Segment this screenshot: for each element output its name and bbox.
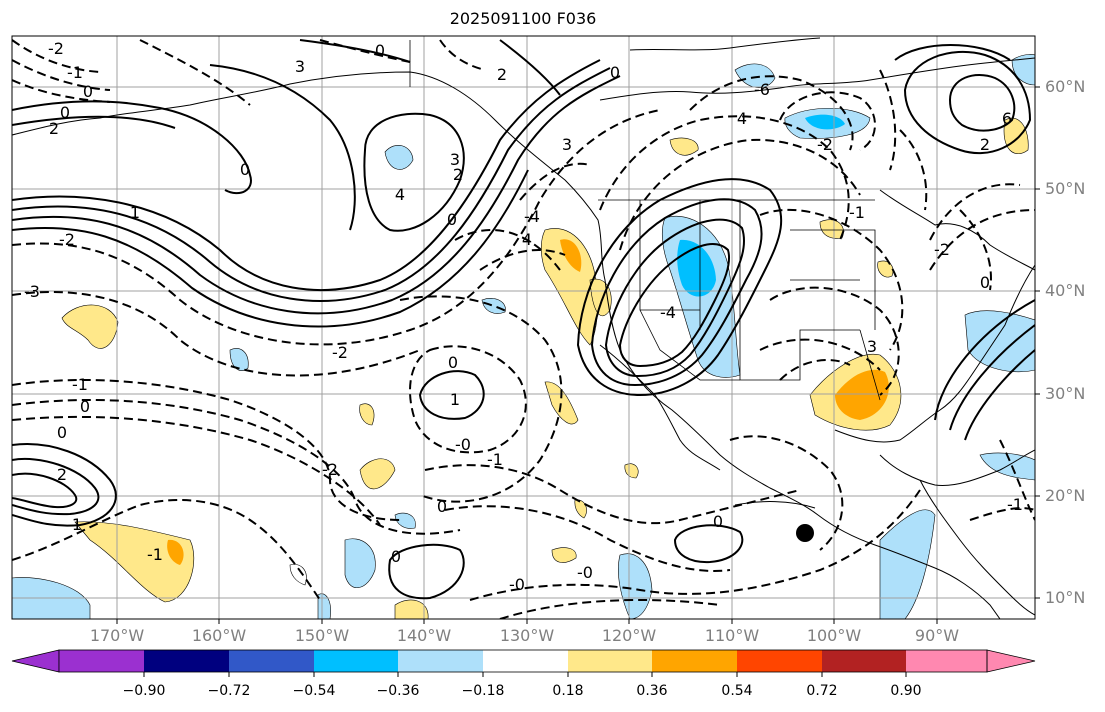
contour-label: 3 xyxy=(867,337,877,356)
contour-label: 2 xyxy=(453,165,463,184)
contour-label: 1 xyxy=(130,203,140,222)
contour-label: 2 xyxy=(49,119,59,138)
colorbar-segment xyxy=(737,650,822,672)
contour-labels: 2 1 0 2 -2 0 3 0 4 3 2 0 -1 0 -2 -3 -2 -… xyxy=(24,39,1023,594)
contour-label: 0 xyxy=(980,273,990,292)
contour-label: 0 xyxy=(610,63,620,82)
contour-label: -0 xyxy=(455,435,471,454)
contour-label: 3 xyxy=(450,150,460,169)
contour-label: 0 xyxy=(80,397,90,416)
colorbar-segment xyxy=(59,650,144,672)
colorbar-segment xyxy=(822,650,906,672)
colorbar-tick-label: 0.72 xyxy=(806,683,838,699)
contour-label: -0 xyxy=(509,575,525,594)
contour-label: -1 xyxy=(67,63,83,82)
colorbar-tick-label: 0.18 xyxy=(552,683,584,699)
colorbar-segment xyxy=(652,650,737,672)
colorbar-tick-label: −0.36 xyxy=(376,683,420,699)
contour-label: -4 xyxy=(660,303,676,322)
contour-label: 3 xyxy=(562,135,572,154)
negative-shading xyxy=(12,54,1035,619)
contour-label: -4 xyxy=(524,207,540,226)
contour-label: -2 xyxy=(48,39,64,58)
colorbar-segment xyxy=(568,650,652,672)
lon-label: 150°W xyxy=(294,626,350,645)
contour-label: 1 xyxy=(450,390,460,409)
colorbar-tick-label: 0.90 xyxy=(890,683,922,699)
lat-label: 10°N xyxy=(1045,588,1086,607)
political-borders xyxy=(409,40,881,401)
lon-label: 90°W xyxy=(914,626,960,645)
contour-label: 0 xyxy=(375,41,385,60)
colorbar-extend-max xyxy=(986,649,1036,673)
contour-label: -0 xyxy=(577,563,593,582)
contour-label: -2 xyxy=(59,230,75,249)
contour-label: -1 xyxy=(487,450,503,469)
positive-shading xyxy=(61,117,1029,619)
contour-label: 0 xyxy=(713,512,723,531)
contour-label: 3 xyxy=(295,57,305,76)
contour-label: 0 xyxy=(60,103,70,122)
colorbar-tick-label: −0.54 xyxy=(292,683,336,699)
contour-label: 4 xyxy=(395,185,405,204)
contour-label: 2 xyxy=(980,135,990,154)
axis-ticks xyxy=(116,86,1040,624)
map-frame xyxy=(11,35,1036,620)
lon-label: 160°W xyxy=(191,626,247,645)
contour-label: -2 xyxy=(934,240,950,259)
contour-label: 0 xyxy=(240,160,250,179)
contour-label: 0 xyxy=(83,82,93,101)
contour-label: 2 xyxy=(57,465,67,484)
lat-label: 50°N xyxy=(1045,179,1086,198)
lon-label: 170°W xyxy=(89,626,145,645)
contour-label: 0 xyxy=(391,547,401,566)
lat-label: 40°N xyxy=(1045,281,1086,300)
colorbar-segment xyxy=(144,650,229,672)
colorbar-tick-label: 0.54 xyxy=(721,683,753,699)
lon-label: 120°W xyxy=(601,626,657,645)
contour-label: 0 xyxy=(447,210,457,229)
lon-label: 130°W xyxy=(499,626,555,645)
contour-label: -3 xyxy=(24,282,40,301)
colorbar-extend-min xyxy=(11,649,60,673)
contour-label: 0 xyxy=(57,423,67,442)
contour-label: -1 xyxy=(72,375,88,394)
lat-label: 20°N xyxy=(1045,486,1086,505)
lat-label: 30°N xyxy=(1045,384,1086,403)
contour-label: -1 xyxy=(147,545,163,564)
contour-label: -2 xyxy=(817,135,833,154)
colorbar xyxy=(11,649,1036,677)
plot-title: 2025091100 F036 xyxy=(449,9,597,28)
lon-label: 140°W xyxy=(396,626,452,645)
contour-label: 4 xyxy=(737,109,747,128)
colorbar-segment xyxy=(229,650,314,672)
contour-label: -1 xyxy=(849,203,865,222)
contour-label: 6 xyxy=(1002,109,1012,128)
colorbar-segment xyxy=(314,650,398,672)
contour-label: 4 xyxy=(522,230,532,249)
lat-label: 60°N xyxy=(1045,77,1086,96)
colorbar-tick-label: −0.18 xyxy=(461,683,505,699)
colorbar-segment xyxy=(906,650,987,672)
storm-center-marker xyxy=(796,524,814,542)
contour-label: -2 xyxy=(332,343,348,362)
lon-label: 100°W xyxy=(806,626,862,645)
contour-label: 2 xyxy=(497,65,507,84)
colorbar-segment xyxy=(483,650,568,672)
dashed-contours xyxy=(12,39,1035,619)
lon-label: 110°W xyxy=(704,626,760,645)
solid-contours xyxy=(12,39,1035,600)
colorbar-tick-label: −0.72 xyxy=(207,683,251,699)
contour-label: -2 xyxy=(322,460,338,479)
colorbar-tick-label: −0.90 xyxy=(122,683,166,699)
colorbar-tick-label: 0.36 xyxy=(636,683,668,699)
contour-label: -6 xyxy=(754,80,770,99)
contour-label: 0 xyxy=(448,353,458,372)
colorbar-segment xyxy=(398,650,483,672)
contour-label: -1 xyxy=(1007,495,1023,514)
contour-label: 0 xyxy=(437,497,447,516)
contour-label: 1 xyxy=(72,515,82,534)
